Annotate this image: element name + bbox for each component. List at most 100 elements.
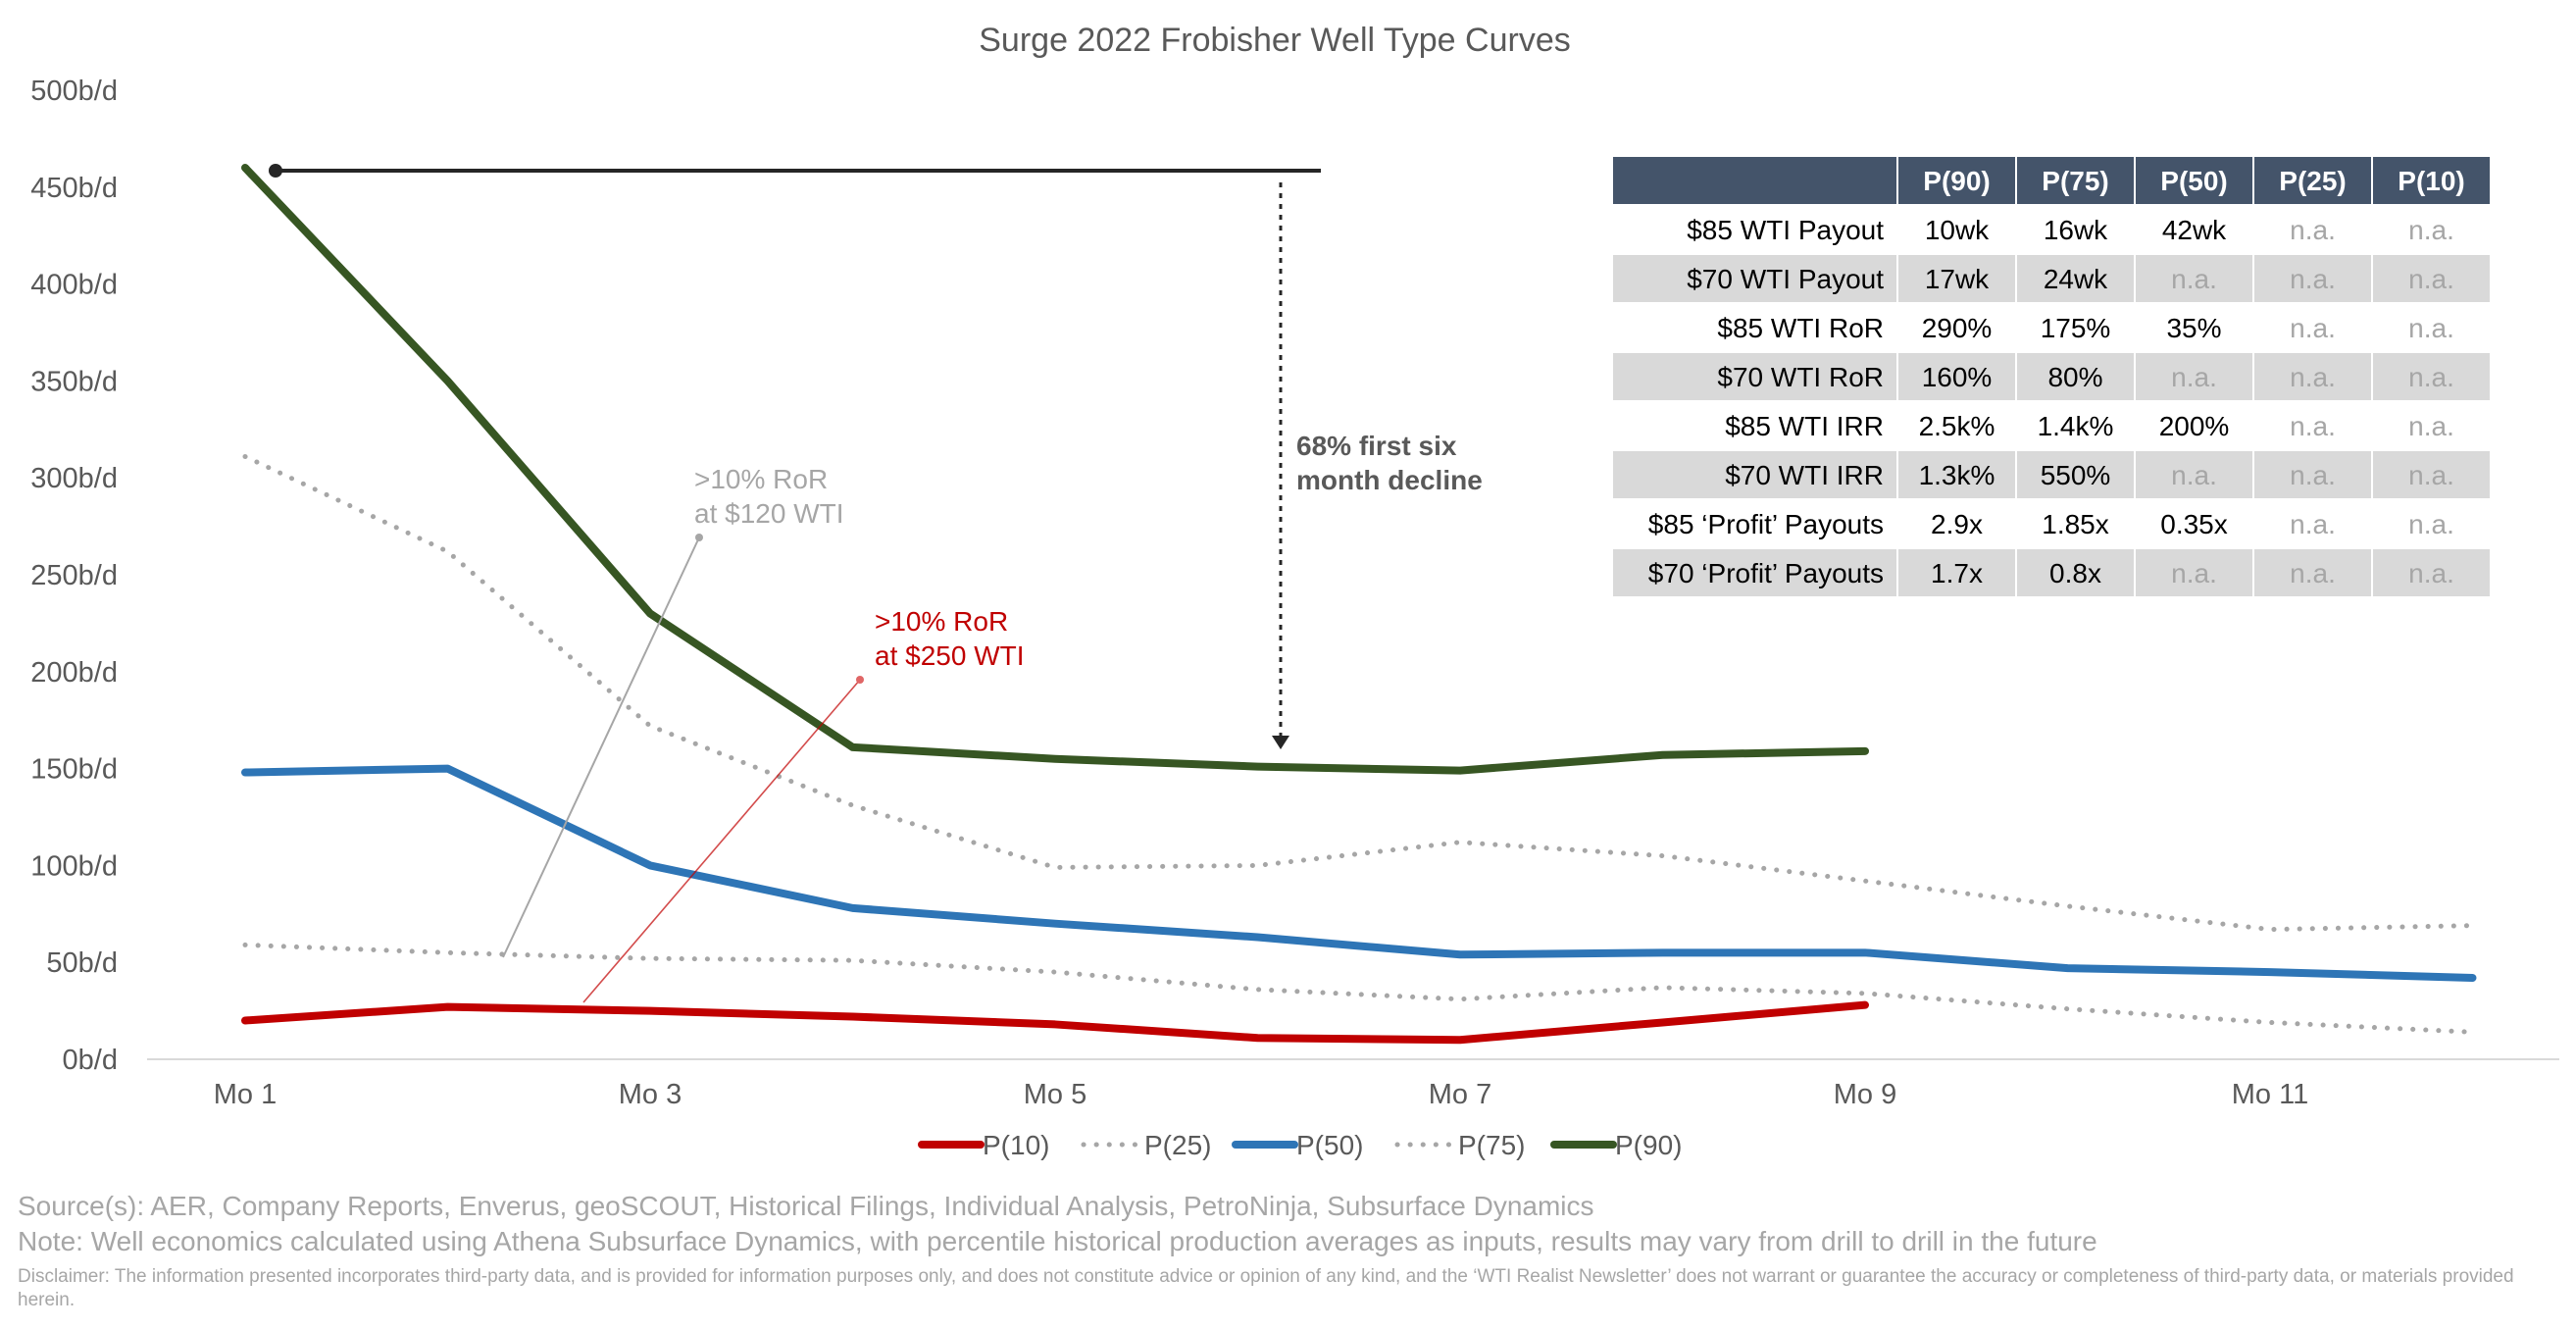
- table-cell: 290%: [1922, 313, 1993, 343]
- table-cell-bg: [2254, 402, 2371, 449]
- annotation-layer: >10% RoR at $120 WTI >10% RoR at $250 WT…: [269, 164, 1483, 1003]
- y-tick-label: 150b/d: [30, 754, 118, 786]
- economics-table: P(90) P(75) P(50) P(25) P(10) $85 WTI Payout 1…: [1613, 157, 2490, 596]
- table-header-cell: [1898, 157, 2015, 204]
- table-row-label-bg: [1613, 304, 1896, 351]
- ror-250-leader-dot: [856, 676, 864, 684]
- x-tick-label: Mo 11: [2232, 1079, 2308, 1110]
- table-cell-bg: [2373, 353, 2490, 400]
- table-header-cell: [2373, 157, 2490, 204]
- table-cell: 1.3k%: [1919, 460, 1995, 490]
- footer-sources: Source(s): AER, Company Reports, Enverus…: [18, 1191, 1594, 1221]
- table-cell-bg: [2373, 206, 2490, 253]
- table-cell: 24wk: [2044, 264, 2108, 294]
- x-tick-label: Mo 9: [1834, 1079, 1896, 1110]
- table-header-cell: [2136, 157, 2252, 204]
- table-cell: n.a.: [2408, 558, 2454, 588]
- table-cell: 1.85x: [2042, 509, 2109, 539]
- table-cell-bg: [2254, 549, 2371, 596]
- table-cell: n.a.: [2171, 264, 2217, 294]
- y-tick-label: 500b/d: [30, 76, 118, 107]
- table-cell: n.a.: [2290, 362, 2336, 392]
- table-cell: n.a.: [2408, 460, 2454, 490]
- series-layer: [241, 164, 2477, 1045]
- table-cell-bg: [2254, 500, 2371, 547]
- ror-120-leader-line: [502, 537, 700, 958]
- series-line-p50: [241, 764, 2477, 983]
- table-cell-bg: [2136, 304, 2252, 351]
- table-cell: 80%: [2047, 362, 2102, 392]
- table-cell: 10wk: [1925, 215, 1990, 245]
- table-cell-bg: [1898, 304, 2015, 351]
- table-cell: 2.5k%: [1919, 411, 1995, 441]
- series-line-p90: [241, 164, 1869, 775]
- footer-disclaimer: Disclaimer: The information presented in…: [18, 1266, 2514, 1310]
- table-header-label: P(10): [2398, 166, 2464, 196]
- table-cell: 42wk: [2162, 215, 2227, 245]
- table-cell-bg: [2136, 451, 2252, 498]
- table-row-label: $85 WTI Payout: [1687, 215, 1884, 245]
- table-cell-bg: [1898, 206, 2015, 253]
- table-cell: n.a.: [2171, 558, 2217, 588]
- y-tick-label: 350b/d: [30, 366, 118, 397]
- legend-label: P(10): [983, 1130, 1049, 1160]
- table-cell-bg: [2136, 206, 2252, 253]
- table-row-label-bg: [1613, 255, 1896, 302]
- table-cell-bg: [2136, 549, 2252, 596]
- y-tick-label: 100b/d: [30, 850, 118, 882]
- table-cell: n.a.: [2290, 460, 2336, 490]
- table-cell-bg: [2017, 402, 2134, 449]
- table-cell-bg: [2136, 500, 2252, 547]
- table-cell-bg: [2254, 206, 2371, 253]
- table-cell-bg: [2136, 255, 2252, 302]
- table-header-cell: [2254, 157, 2371, 204]
- table-cell-bg: [2017, 304, 2134, 351]
- table-header-cell: [2017, 157, 2134, 204]
- table-cell-bg: [1898, 549, 2015, 596]
- legend-label: P(75): [1458, 1130, 1525, 1160]
- table-cell: n.a.: [2408, 313, 2454, 343]
- y-tick-label: 0b/d: [63, 1045, 118, 1076]
- table-cell-bg: [2017, 353, 2134, 400]
- table-cell-bg: [1898, 255, 2015, 302]
- table-row-label: $70 WTI RoR: [1717, 362, 1884, 392]
- table-row-label: $85 WTI IRR: [1725, 411, 1884, 441]
- chart-title: Surge 2022 Frobisher Well Type Curves: [979, 22, 1570, 59]
- table-cell: n.a.: [2290, 264, 2336, 294]
- table-cell: 35%: [2166, 313, 2221, 343]
- table-cell: n.a.: [2290, 411, 2336, 441]
- chart: Surge 2022 Frobisher Well Type Curves 0b…: [30, 22, 2559, 1160]
- table-cell-bg: [2373, 304, 2490, 351]
- legend-label: P(50): [1296, 1130, 1363, 1160]
- table-cell: 16wk: [2044, 215, 2108, 245]
- y-tick-label: 400b/d: [30, 270, 118, 301]
- table-row-label: $70 WTI IRR: [1725, 460, 1884, 490]
- table-cell-bg: [2254, 255, 2371, 302]
- table-cell: n.a.: [2408, 509, 2454, 539]
- table-cell-bg: [2136, 402, 2252, 449]
- table-cell: 200%: [2159, 411, 2230, 441]
- table-header-blank: [1613, 157, 1896, 204]
- legend-label: P(25): [1144, 1130, 1211, 1160]
- table-row-label-bg: [1613, 451, 1896, 498]
- ror-250-label-2: at $250 WTI: [875, 640, 1025, 671]
- table-cell-bg: [2373, 500, 2490, 547]
- table-cell-bg: [1898, 353, 2015, 400]
- table-header-label: P(90): [1923, 166, 1990, 196]
- decline-arrow-head: [1272, 736, 1289, 749]
- y-tick-label: 200b/d: [30, 657, 118, 689]
- table-row-label: $70 ‘Profit’ Payouts: [1648, 558, 1884, 588]
- table-cell: n.a.: [2408, 411, 2454, 441]
- table-cell-bg: [2373, 451, 2490, 498]
- legend-label: P(90): [1615, 1130, 1682, 1160]
- table-cell-bg: [1898, 451, 2015, 498]
- table-cell: n.a.: [2290, 509, 2336, 539]
- table-row-label-bg: [1613, 206, 1896, 253]
- table-row-label: $85 WTI RoR: [1717, 313, 1884, 343]
- table-row-label: $85 ‘Profit’ Payouts: [1648, 509, 1884, 539]
- table-cell: n.a.: [2171, 362, 2217, 392]
- table-cell: 160%: [1922, 362, 1993, 392]
- table-row-label-bg: [1613, 549, 1896, 596]
- table-cell-bg: [2017, 549, 2134, 596]
- footer: Source(s): AER, Company Reports, Enverus…: [18, 1189, 2557, 1312]
